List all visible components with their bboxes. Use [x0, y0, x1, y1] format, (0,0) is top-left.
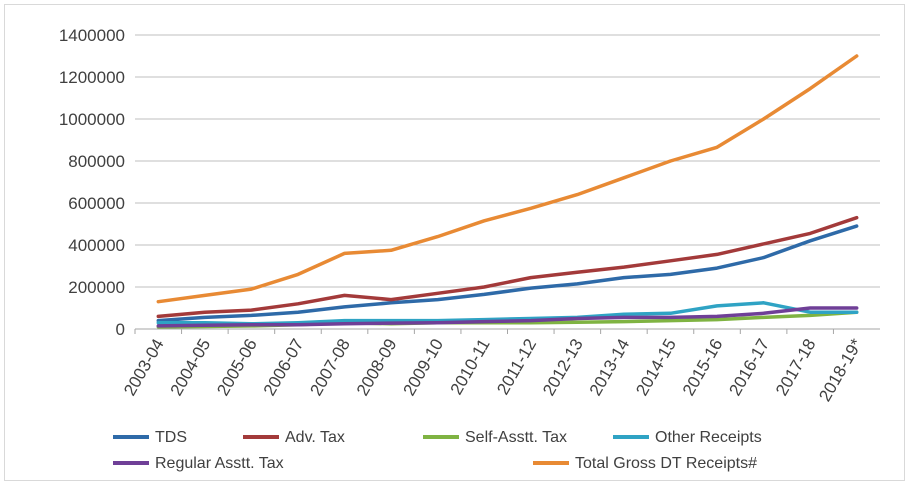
series-line	[156, 215, 859, 319]
series-line	[156, 224, 859, 323]
y-tick-label: 1200000	[59, 68, 125, 87]
y-tick-label: 600000	[68, 194, 125, 213]
x-tick-label: 2008-09	[353, 336, 401, 400]
legend-label: Regular Asstt. Tax	[155, 455, 284, 472]
x-tick-label: 2010-11	[447, 336, 494, 398]
y-tick-label: 200000	[68, 278, 125, 297]
x-tick-label: 2017-18	[772, 336, 820, 400]
y-tick-label: 1400000	[59, 26, 125, 45]
y-tick-label: 0	[116, 320, 125, 339]
x-tick-label: 2012-13	[539, 336, 587, 400]
gridlines	[135, 34, 880, 330]
y-tick-label: 800000	[68, 152, 125, 171]
y-axis-ticks: 0 200000 400000 600000 800000 1000000 1200000 1…	[59, 26, 125, 339]
line-chart: 0 200000 400000 600000 800000 1000000 1200000 1…	[59, 26, 880, 472]
series-lines	[156, 54, 859, 329]
legend-label: Adv. Tax	[285, 429, 345, 446]
x-tick-label: 2013-14	[586, 336, 634, 400]
series-line	[156, 306, 859, 328]
legend-label: TDS	[155, 429, 187, 446]
x-tick-label: 2003-04	[120, 336, 168, 400]
x-tick-label: 2016-17	[725, 336, 773, 400]
series-line	[156, 54, 859, 304]
x-tick-label: 2005-06	[213, 336, 261, 400]
x-tick-label: 2011-12	[493, 336, 540, 398]
legend-label: Self-Asstt. Tax	[465, 429, 567, 446]
x-tick-label: 2004-05	[167, 336, 215, 400]
x-tick-label: 2015-16	[679, 336, 727, 400]
y-tick-label: 400000	[68, 236, 125, 255]
legend-label: Other Receipts	[655, 429, 762, 446]
x-tick-label: 2007-08	[306, 336, 354, 400]
x-tick-label: 2006-07	[260, 336, 308, 400]
x-tick-label: 2014-15	[632, 336, 680, 400]
x-tick-label: 2018-19*	[815, 335, 866, 405]
chart-frame: 0 200000 400000 600000 800000 1000000 1200000 1…	[4, 4, 905, 481]
x-tick-label: 2009-10	[399, 336, 447, 400]
legend-label: Total Gross DT Receipts#	[575, 455, 757, 472]
y-tick-label: 1000000	[59, 110, 125, 129]
x-axis-ticks: 2003-042004-052005-062006-072007-082008-…	[120, 329, 866, 405]
legend: TDS Adv. Tax Self-Asstt. Tax Other Receipts…	[113, 429, 762, 472]
